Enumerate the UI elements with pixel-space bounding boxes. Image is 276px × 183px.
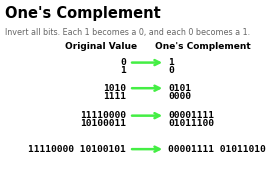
Text: 10100011: 10100011 [80, 119, 126, 128]
Text: 1010: 1010 [103, 84, 126, 93]
Text: 1: 1 [168, 58, 174, 67]
Text: 01011100: 01011100 [168, 119, 214, 128]
Text: 1: 1 [120, 66, 126, 75]
Text: 0000: 0000 [168, 92, 191, 101]
Text: 11110000 10100101: 11110000 10100101 [28, 145, 126, 154]
Text: 0101: 0101 [168, 84, 191, 93]
Text: 0: 0 [168, 66, 174, 75]
Text: 11110000: 11110000 [80, 111, 126, 120]
Text: 00001111 01011010: 00001111 01011010 [168, 145, 266, 154]
Text: One's Complement: One's Complement [155, 42, 251, 51]
Text: 00001111: 00001111 [168, 111, 214, 120]
Text: Original Value: Original Value [65, 42, 137, 51]
Text: 0: 0 [120, 58, 126, 67]
Text: One's Complement: One's Complement [5, 6, 161, 21]
Text: 1111: 1111 [103, 92, 126, 101]
Text: Invert all bits. Each 1 becomes a 0, and each 0 becomes a 1.: Invert all bits. Each 1 becomes a 0, and… [5, 28, 250, 37]
